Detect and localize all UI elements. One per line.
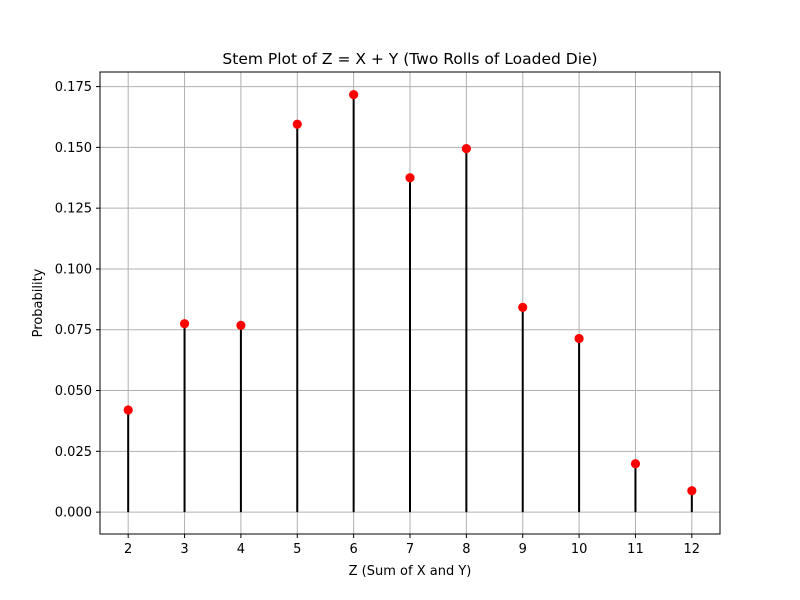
y-axis-ticks: 0.000 0.025 0.050 0.075 0.100 0.125 0.150 0.175 [55,80,100,521]
stem-marker [123,405,133,415]
y-tick-label: 0.125 [55,202,92,217]
y-tick-label: 0.175 [55,80,92,95]
stem-marker [518,302,528,312]
x-tick-label: 2 [124,542,132,557]
x-tick-label: 4 [237,542,245,557]
y-tick-label: 0.100 [55,262,92,277]
y-tick-label: 0.150 [55,141,92,156]
x-tick-label: 8 [462,542,470,557]
y-axis-label: Probability [31,268,46,337]
x-tick-label: 3 [180,542,188,557]
stem-marker [687,486,697,496]
x-tick-label: 12 [684,542,701,557]
y-tick-label: 0.025 [55,445,92,460]
stem-marker [630,459,641,469]
x-axis-label: Z (Sum of X and Y) [349,564,472,579]
markers [123,90,697,496]
chart-title: Stem Plot of Z = X + Y (Two Rolls of Loa… [222,50,597,68]
y-tick-label: 0.075 [55,323,92,338]
x-tick-label: 7 [406,542,414,557]
stem-marker [236,320,246,330]
y-tick-label: 0.000 [55,506,92,521]
x-tick-label: 10 [571,542,588,557]
stem-marker [349,90,359,100]
stem-marker [574,333,584,344]
stem-marker [179,319,190,329]
x-tick-label: 9 [519,542,527,557]
stems [127,94,693,513]
x-tick-label: 6 [349,542,357,557]
stem-marker [405,173,415,183]
x-axis-ticks: 2 3 4 5 6 7 8 9 10 11 12 [124,534,700,557]
stem-marker [292,119,302,129]
x-tick-label: 11 [627,542,644,557]
stem-marker [461,143,471,154]
x-tick-label: 5 [293,542,301,557]
y-tick-label: 0.050 [55,384,92,399]
